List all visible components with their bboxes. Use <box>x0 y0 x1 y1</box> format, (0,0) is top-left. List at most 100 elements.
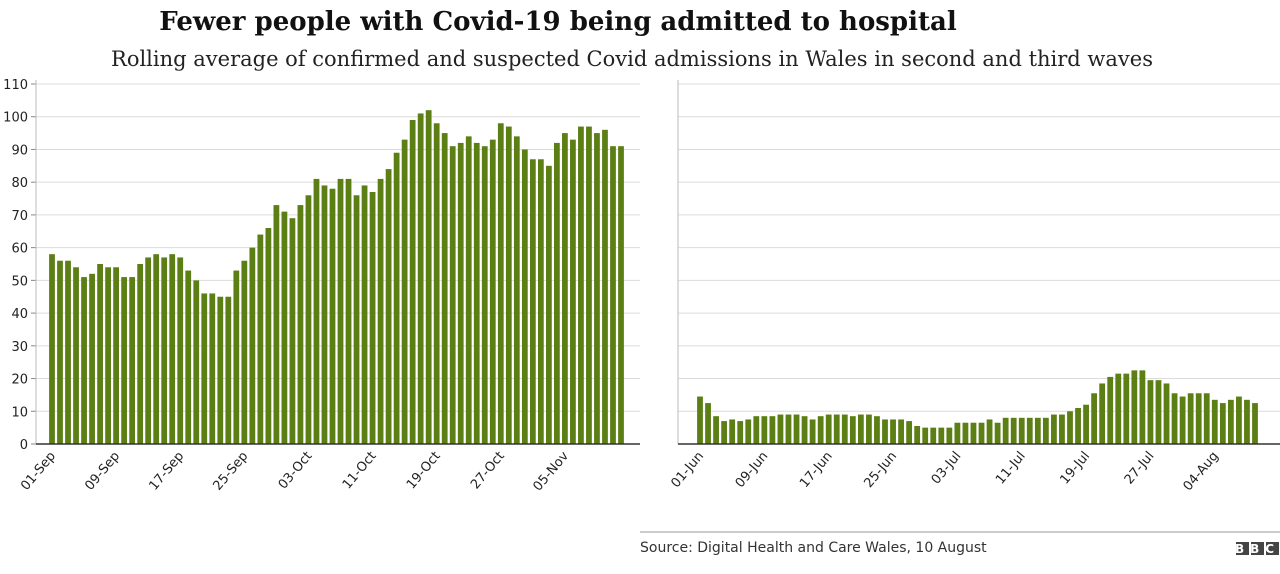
bar <box>817 416 824 444</box>
bar <box>857 414 864 444</box>
bar <box>938 427 945 444</box>
y-tick-label: 50 <box>11 274 28 289</box>
bar <box>361 185 368 445</box>
source: Source: Digital Health and Care Wales, 1… <box>640 540 987 556</box>
bar <box>1219 403 1226 444</box>
bar <box>145 257 152 444</box>
bar <box>161 257 168 444</box>
bar <box>578 126 584 444</box>
bar <box>713 416 719 444</box>
bar <box>954 422 961 444</box>
x-tick-label: 11-Oct <box>340 449 380 492</box>
bar <box>602 129 608 444</box>
bar <box>745 419 752 444</box>
bar <box>1034 417 1041 444</box>
bar <box>313 178 320 444</box>
bar <box>1252 403 1258 444</box>
bar <box>1075 408 1081 444</box>
bar <box>554 142 560 444</box>
bar <box>729 419 736 444</box>
bar <box>978 422 985 444</box>
bar <box>833 414 840 444</box>
x-tick-label: 03-Jul <box>929 449 965 487</box>
x-tick-label: 25-Sep <box>211 449 252 494</box>
bar <box>97 264 103 444</box>
bar <box>890 419 896 444</box>
bar <box>825 414 832 444</box>
bar <box>441 133 448 444</box>
bar <box>65 260 71 444</box>
x-tick-label: 27-Oct <box>468 449 508 492</box>
y-tick-label: 40 <box>11 307 28 322</box>
bar <box>545 165 552 444</box>
bar <box>529 159 536 445</box>
bar <box>777 414 784 444</box>
y-tick-label: 60 <box>11 242 28 257</box>
bar <box>505 126 512 444</box>
x-tick-label: 04-Aug <box>1181 449 1222 494</box>
bar <box>1244 399 1250 444</box>
bar <box>1091 393 1098 444</box>
bar <box>930 427 937 444</box>
bar <box>1171 393 1178 444</box>
bar <box>369 192 376 444</box>
bar <box>1211 399 1218 444</box>
bar <box>906 421 913 444</box>
bar <box>1059 414 1065 444</box>
bar <box>618 146 624 444</box>
bar <box>753 416 760 444</box>
bar <box>922 427 929 444</box>
bar <box>882 419 888 444</box>
bar <box>417 113 424 445</box>
bar <box>401 139 408 445</box>
bar <box>153 254 160 444</box>
logo-text: BBC <box>1235 542 1280 556</box>
x-tick-label: 01-Jun <box>668 449 707 491</box>
bar <box>449 146 456 444</box>
x-tick-label: 01-Sep <box>18 449 59 494</box>
bar <box>457 142 464 444</box>
bar <box>1203 393 1210 444</box>
bar <box>321 185 328 445</box>
bar <box>113 267 119 444</box>
bar <box>1131 370 1138 444</box>
bar <box>1018 417 1025 444</box>
bar <box>809 419 816 444</box>
bar <box>962 422 969 444</box>
bar <box>105 267 111 444</box>
bar <box>570 139 576 445</box>
bar <box>193 280 200 444</box>
bar <box>225 296 232 444</box>
y-tick-label: 20 <box>11 373 28 388</box>
bar <box>489 139 496 445</box>
bar <box>874 416 880 444</box>
chart-title: Fewer people with Covid-19 being admitte… <box>159 7 957 37</box>
x-tick-label: 05-Nov <box>531 449 573 495</box>
bar <box>705 403 711 444</box>
x-tick-label: 09-Sep <box>82 449 123 494</box>
bar <box>273 205 280 444</box>
bar <box>761 416 768 444</box>
y-tick-label: 10 <box>11 405 28 420</box>
bar <box>801 416 808 444</box>
bar <box>1147 380 1154 444</box>
bar <box>1002 417 1009 444</box>
bar <box>946 427 953 444</box>
bar <box>353 195 360 444</box>
bar <box>393 152 400 444</box>
bar <box>409 120 416 444</box>
bar <box>721 421 728 444</box>
x-tick-label: 19-Jul <box>1057 449 1093 487</box>
bar <box>129 277 136 444</box>
bar <box>73 267 79 444</box>
chart-subtitle: Rolling average of confirmed and suspect… <box>111 47 1153 71</box>
x-tick-label: 09-Jun <box>733 449 772 491</box>
bar <box>1083 404 1089 444</box>
bar <box>537 159 544 445</box>
bar <box>521 149 528 445</box>
bar <box>785 414 792 444</box>
bar <box>1026 417 1033 444</box>
bar <box>1107 376 1114 444</box>
bar <box>1067 411 1073 444</box>
bar <box>465 136 472 444</box>
